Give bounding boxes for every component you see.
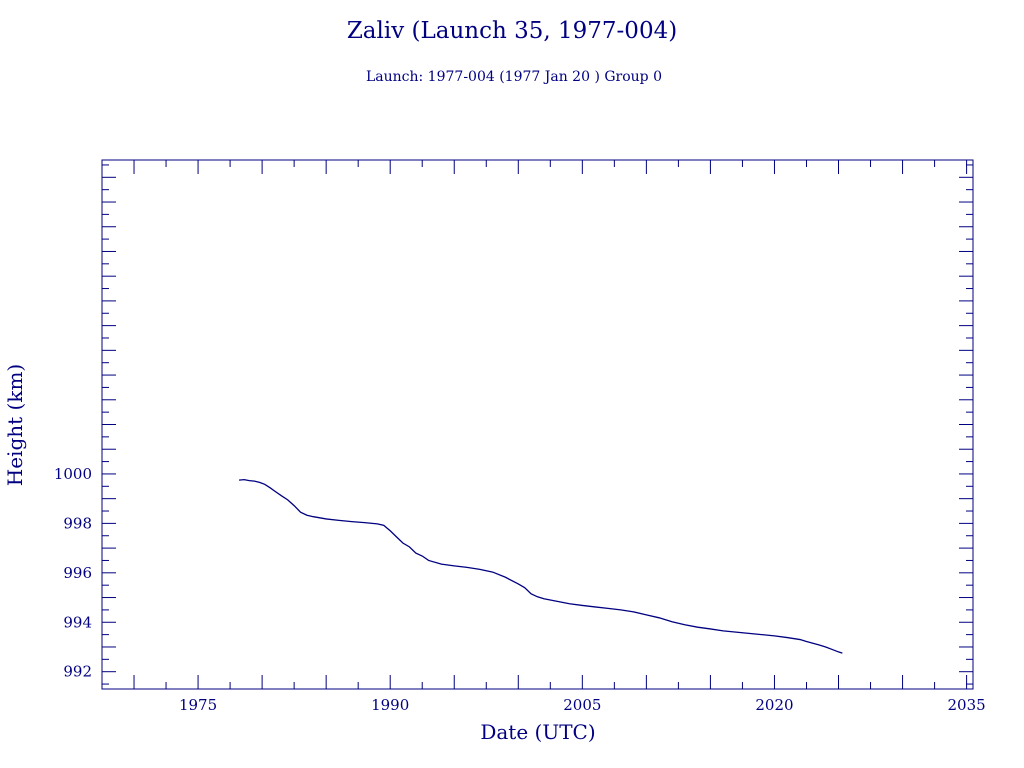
x-axis-ticks bbox=[133, 160, 968, 689]
x-tick-label: 1975 bbox=[179, 696, 217, 714]
y-tick-label: 994 bbox=[63, 613, 92, 631]
chart-subtitle: Launch: 1977-004 (1977 Jan 20 ) Group 0 bbox=[366, 69, 662, 85]
plot-frame bbox=[101, 159, 974, 690]
x-tick-label: 2035 bbox=[948, 696, 986, 714]
y-tick-label: 996 bbox=[63, 564, 92, 582]
y-tick-label: 992 bbox=[63, 663, 92, 681]
x-axis-label: Date (UTC) bbox=[480, 720, 595, 744]
y-tick-label: 998 bbox=[63, 514, 92, 532]
y-axis-label: Height (km) bbox=[3, 364, 27, 486]
series-line bbox=[238, 478, 843, 654]
x-axis-tick-labels: 1975 1990 2005 2020 2035 bbox=[179, 696, 986, 714]
y-axis-ticks bbox=[102, 164, 973, 685]
x-tick-label: 2020 bbox=[755, 696, 793, 714]
x-tick-label: 1990 bbox=[371, 696, 409, 714]
y-tick-label: 1000 bbox=[54, 465, 92, 483]
x-tick-label: 2005 bbox=[563, 696, 601, 714]
y-axis-tick-labels: 992 994 996 998 1000 bbox=[54, 465, 92, 681]
chart-title: Zaliv (Launch 35, 1977-004) bbox=[347, 18, 677, 44]
